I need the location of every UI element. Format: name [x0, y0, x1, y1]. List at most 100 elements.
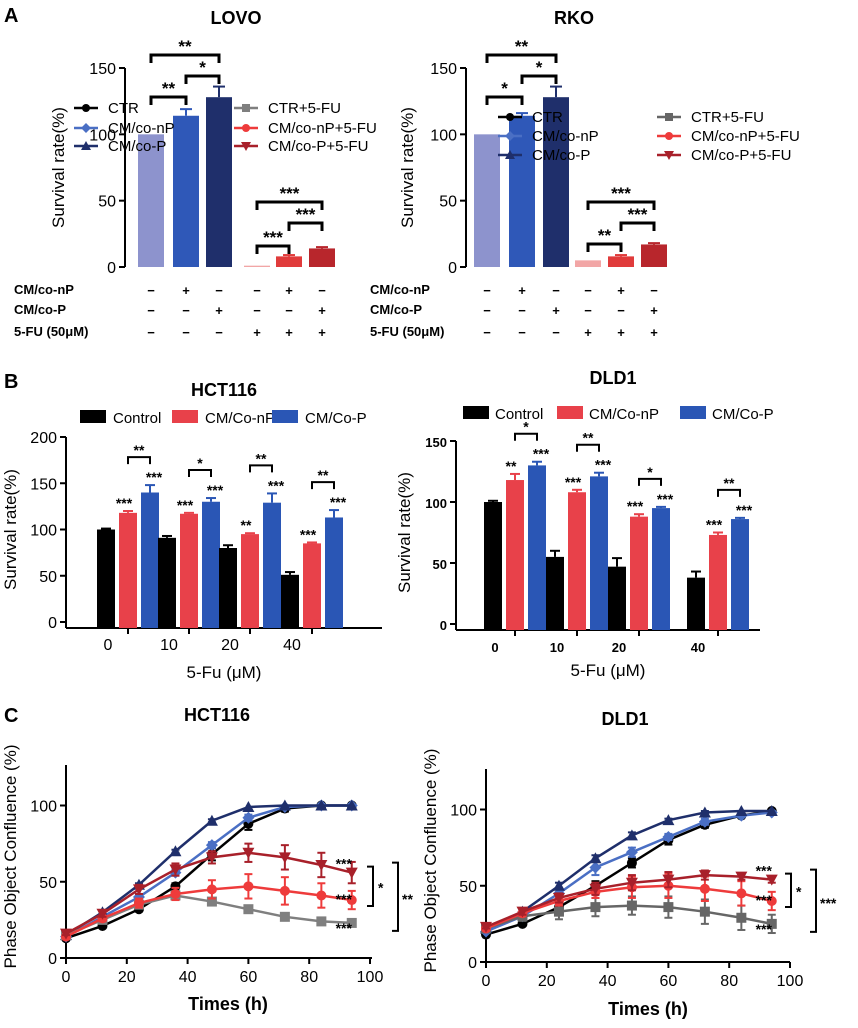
significance-label: ***: [146, 469, 163, 485]
x-tick-label: 80: [720, 973, 738, 990]
condition-label: 5-FU (50μM): [14, 324, 88, 339]
bar: [543, 97, 569, 267]
x-tick-label: 10: [550, 640, 564, 655]
significance-label: **: [256, 450, 267, 466]
y-tick-label: 50: [459, 879, 477, 896]
x-tick-label: 0: [482, 973, 491, 990]
series-line: [485, 811, 772, 933]
data-point: [735, 871, 748, 883]
significance-label: **: [318, 467, 329, 483]
x-axis-label: Times (h): [188, 994, 268, 1014]
significance-bracket: [485, 53, 558, 63]
data-point: [665, 113, 673, 121]
bar: [158, 537, 176, 628]
significance-label: ***: [706, 517, 723, 533]
condition-sign: −: [318, 283, 326, 298]
data-point: [346, 895, 357, 906]
chart-hct116-line: HCT116CTRCM/co-nPCM/co-PCTR+5-FUCM/co-nP…: [1, 100, 413, 1014]
legend-label: CTR+5-FU: [268, 100, 341, 117]
condition-sign: +: [182, 283, 190, 298]
significance-bracket: [287, 221, 324, 231]
legend-label: CM/co-P: [108, 138, 166, 155]
significance-bracket: [255, 244, 291, 254]
legend-label: CTR: [108, 100, 139, 117]
data-point: [345, 867, 358, 879]
condition-label: 5-FU (50μM): [370, 324, 444, 339]
y-tick-label: 200: [30, 430, 57, 447]
bar: [590, 476, 608, 630]
data-point: [206, 896, 217, 907]
data-point: [242, 104, 250, 112]
significance-label: **: [402, 891, 413, 907]
significance-label: **: [134, 442, 145, 458]
data-point: [505, 131, 515, 141]
x-tick-label: 0: [491, 640, 498, 655]
significance-label: ***: [736, 502, 753, 518]
condition-sign: +: [285, 325, 293, 340]
series-line: [65, 885, 352, 938]
significance-label: *: [199, 58, 206, 77]
y-tick-label: 0: [468, 955, 477, 972]
condition-sign: +: [650, 303, 658, 318]
bar: [528, 465, 546, 630]
x-tick-label: 10: [160, 637, 178, 654]
bar: [568, 492, 586, 630]
significance-bracket: [367, 865, 374, 908]
data-point: [663, 902, 674, 913]
significance-label: ***: [280, 184, 300, 203]
data-point: [626, 900, 637, 911]
x-axis-label: 5-Fu (μM): [187, 663, 262, 682]
significance-label: *: [197, 455, 203, 471]
y-axis-label: Phase Object Confluence (%): [421, 749, 440, 973]
data-point: [625, 846, 638, 859]
y-tick-label: 0: [48, 615, 57, 632]
significance-label: **: [598, 226, 612, 245]
data-point: [82, 104, 90, 112]
legend-swatch: [172, 410, 198, 423]
data-point: [278, 852, 291, 864]
bar: [119, 512, 137, 628]
bar: [325, 517, 343, 628]
condition-sign: −: [518, 303, 526, 318]
data-point: [552, 879, 565, 891]
data-point: [206, 884, 217, 895]
x-tick-label: 60: [660, 973, 678, 990]
bar: [180, 513, 198, 628]
bar: [575, 260, 601, 267]
significance-label: ***: [300, 526, 317, 542]
significance-label: ***: [657, 491, 674, 507]
significance-label: ***: [177, 497, 194, 513]
significance-bracket: [184, 74, 221, 84]
data-point: [698, 806, 711, 818]
condition-sign: −: [285, 303, 293, 318]
data-point: [766, 918, 777, 929]
data-point: [662, 874, 675, 886]
data-point: [315, 859, 328, 871]
y-tick-label: 50: [433, 557, 447, 572]
chart-title: DLD1: [589, 368, 636, 388]
condition-sign: −: [147, 325, 155, 340]
data-point: [242, 811, 255, 824]
y-tick-label: 50: [439, 194, 457, 211]
significance-label: **: [515, 37, 529, 56]
bar: [474, 134, 500, 267]
legend-label: CM/co-P+5-FU: [691, 147, 791, 164]
legend-swatch: [80, 410, 106, 423]
data-point: [242, 124, 250, 132]
legend-swatch: [557, 406, 583, 419]
condition-label: CM/co-nP: [370, 282, 430, 297]
significance-label: **: [162, 79, 176, 98]
bar: [173, 115, 199, 267]
significance-label: ***: [296, 205, 316, 224]
chart-title: DLD1: [601, 709, 648, 729]
significance-label: ***: [533, 446, 550, 462]
data-point: [243, 904, 254, 915]
chart-title: RKO: [554, 8, 594, 28]
data-point: [279, 911, 290, 922]
y-tick-label: 0: [440, 618, 447, 633]
condition-sign: −: [584, 303, 592, 318]
bar: [309, 248, 335, 267]
legend-label: CM/Co-P: [305, 410, 367, 427]
